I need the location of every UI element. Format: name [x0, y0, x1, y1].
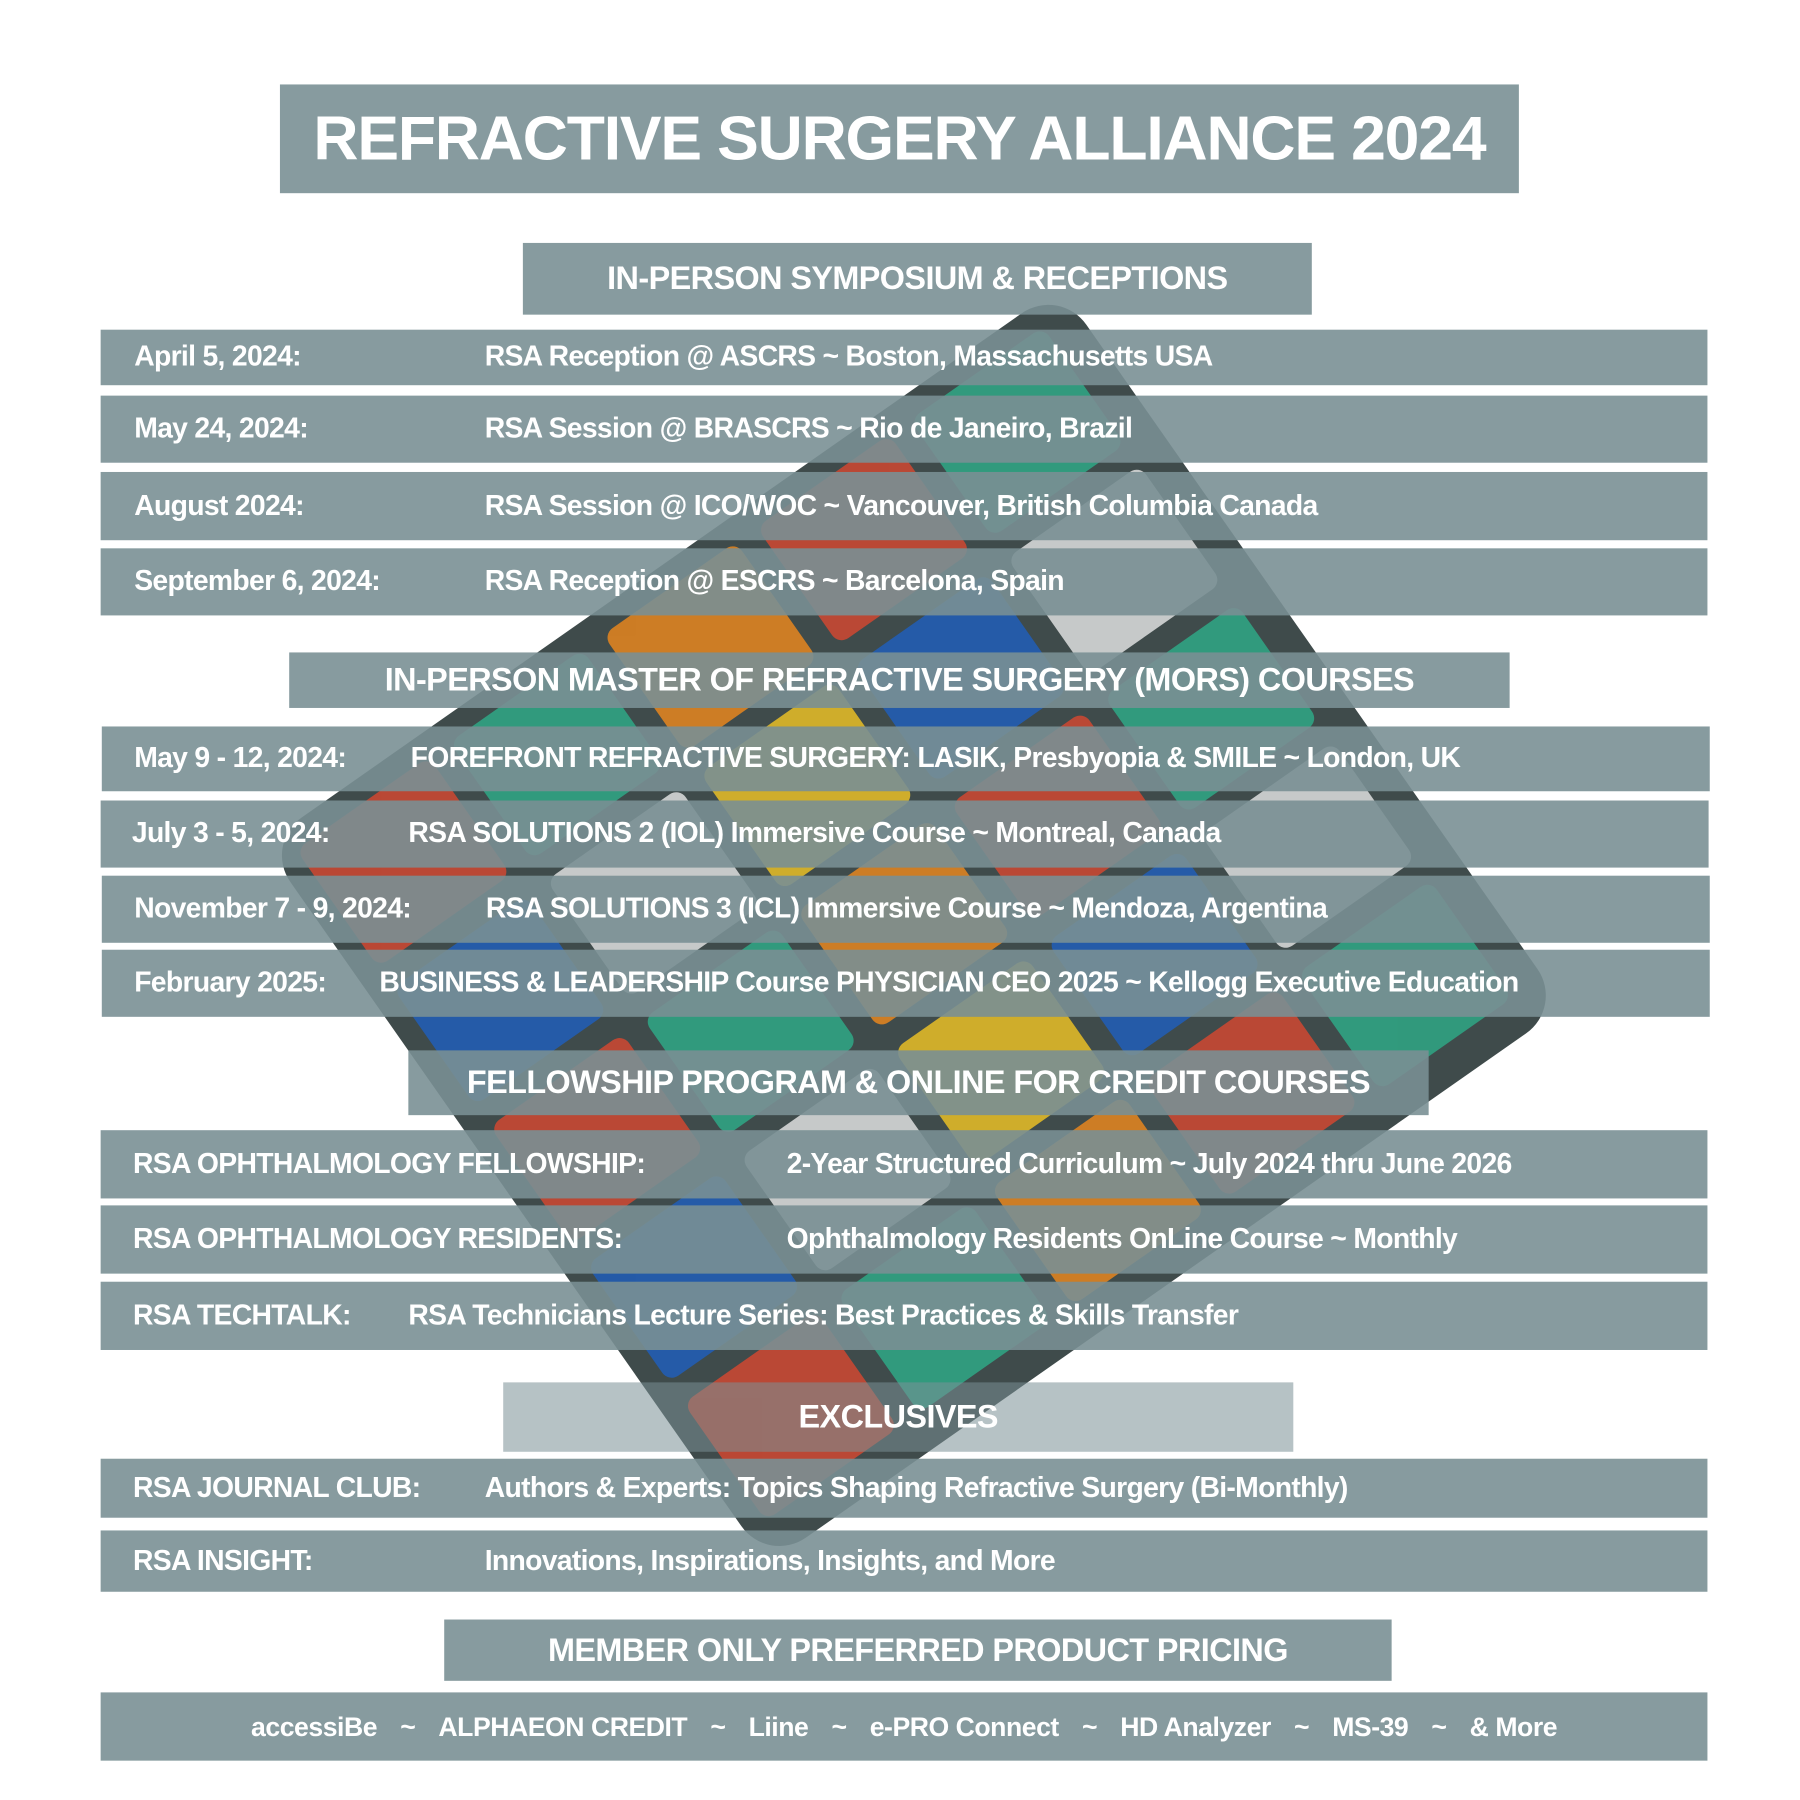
page-title: REFRACTIVE SURGERY ALLIANCE 2024 — [279, 84, 1519, 194]
exclusive-name: RSA JOURNAL CLUB: — [133, 1472, 421, 1504]
separator: ~ — [1431, 1710, 1447, 1741]
course-date: February 2025: — [134, 967, 327, 999]
program-description: 2-Year Structured Curriculum ~ July 2024… — [786, 1148, 1513, 1180]
section-heading-symposium: IN-PERSON SYMPOSIUM & RECEPTIONS — [522, 242, 1312, 315]
course-description: RSA SOLUTIONS 3 (ICL) Immersive Course ~… — [485, 893, 1328, 925]
program-row: RSA OPHTHALMOLOGY RESIDENTS: Ophthalmolog… — [100, 1205, 1708, 1274]
event-date: April 5, 2024: — [134, 341, 301, 373]
program-name: RSA OPHTHALMOLOGY FELLOWSHIP: — [133, 1148, 646, 1180]
section-heading-mors: IN-PERSON MASTER OF REFRACTIVE SURGERY (… — [289, 652, 1510, 708]
partner-item: ALPHAEON CREDIT — [438, 1710, 688, 1741]
exclusive-description: Authors & Experts: Topics Shaping Refrac… — [484, 1472, 1349, 1504]
partner-item: HD Analyzer — [1120, 1710, 1271, 1741]
separator: ~ — [1081, 1710, 1098, 1741]
program-row: RSA TECHTALK: RSA Technicians Lecture Ser… — [100, 1281, 1708, 1350]
partner-item: accessiBe — [251, 1710, 378, 1741]
event-description: RSA Session @ BRASCRS ~ Rio de Janeiro, … — [484, 412, 1133, 445]
exclusive-row: RSA INSIGHT: Innovations, Inspirations, I… — [100, 1530, 1708, 1592]
partner-list: accessiBe ~ ALPHAEON CREDIT ~ Liine ~ e-PRO Co… — [101, 1711, 1708, 1742]
program-row: RSA OPHTHALMOLOGY FELLOWSHIP: 2-Year Stru… — [100, 1130, 1708, 1199]
section-heading-fellowship: FELLOWSHIP PROGRAM & ONLINE FOR CREDIT C… — [408, 1050, 1429, 1116]
exclusive-description: Innovations, Inspirations, Insights, and… — [484, 1544, 1056, 1577]
event-description: RSA Session @ ICO/WOC ~ Vancouver, Briti… — [484, 489, 1319, 522]
course-row: February 2025: BUSINESS & LEADERSHIP Cour… — [101, 949, 1710, 1017]
exclusive-name: RSA INSIGHT: — [133, 1544, 313, 1577]
event-row: April 5, 2024: RSA Reception @ ASCRS ~ Bo… — [100, 329, 1708, 386]
event-date: August 2024: — [134, 489, 304, 522]
event-row: August 2024: RSA Session @ ICO/WOC ~ Vanc… — [100, 471, 1708, 541]
partner-item: Liine — [748, 1710, 809, 1741]
separator: ~ — [831, 1710, 847, 1741]
course-date: November 7 - 9, 2024: — [134, 893, 412, 925]
course-row: May 9 - 12, 2024: FOREFRONT REFRACTIVE SU… — [101, 726, 1710, 792]
program-name: RSA TECHTALK: — [133, 1299, 351, 1331]
course-description: RSA SOLUTIONS 2 (IOL) Immersive Course ~… — [408, 817, 1221, 850]
event-description: RSA Reception @ ESCRS ~ Barcelona, Spain — [484, 565, 1065, 597]
exclusive-row: RSA JOURNAL CLUB: Authors & Experts: Topi… — [100, 1458, 1708, 1518]
course-row: July 3 - 5, 2024: RSA SOLUTIONS 2 (IOL) I… — [100, 800, 1709, 868]
course-row: November 7 - 9, 2024: RSA SOLUTIONS 3 (IC… — [101, 875, 1710, 943]
event-date: September 6, 2024: — [134, 565, 381, 597]
event-description: RSA Reception @ ASCRS ~ Boston, Massachu… — [484, 341, 1213, 373]
section-heading-exclusives: EXCLUSIVES — [503, 1382, 1294, 1452]
course-date: May 9 - 12, 2024: — [134, 742, 347, 774]
partner-item: e-PRO Connect — [869, 1710, 1060, 1741]
separator: ~ — [1293, 1710, 1310, 1741]
course-description: BUSINESS & LEADERSHIP Course PHYSICIAN C… — [379, 967, 1519, 999]
separator: ~ — [710, 1710, 726, 1741]
event-row: May 24, 2024: RSA Session @ BRASCRS ~ Rio… — [100, 395, 1708, 463]
program-name: RSA OPHTHALMOLOGY RESIDENTS: — [133, 1223, 623, 1255]
section-heading-pricing: MEMBER ONLY PREFERRED PRODUCT PRICING — [444, 1619, 1392, 1681]
course-description: FOREFRONT REFRACTIVE SURGERY: LASIK, Pre… — [410, 742, 1461, 774]
event-date: May 24, 2024: — [134, 412, 308, 445]
partners-row: accessiBe ~ ALPHAEON CREDIT ~ Liine ~ e-PRO Co… — [100, 1692, 1708, 1761]
event-row: September 6, 2024: RSA Reception @ ESCRS … — [100, 548, 1708, 616]
partner-item: MS-39 — [1332, 1710, 1409, 1741]
program-description: RSA Technicians Lecture Series: Best Pra… — [408, 1299, 1239, 1331]
program-description: Ophthalmology Residents OnLine Course ~ … — [786, 1223, 1458, 1255]
separator: ~ — [400, 1710, 416, 1741]
course-date: July 3 - 5, 2024: — [131, 817, 330, 850]
partner-item: & More — [1469, 1710, 1558, 1741]
